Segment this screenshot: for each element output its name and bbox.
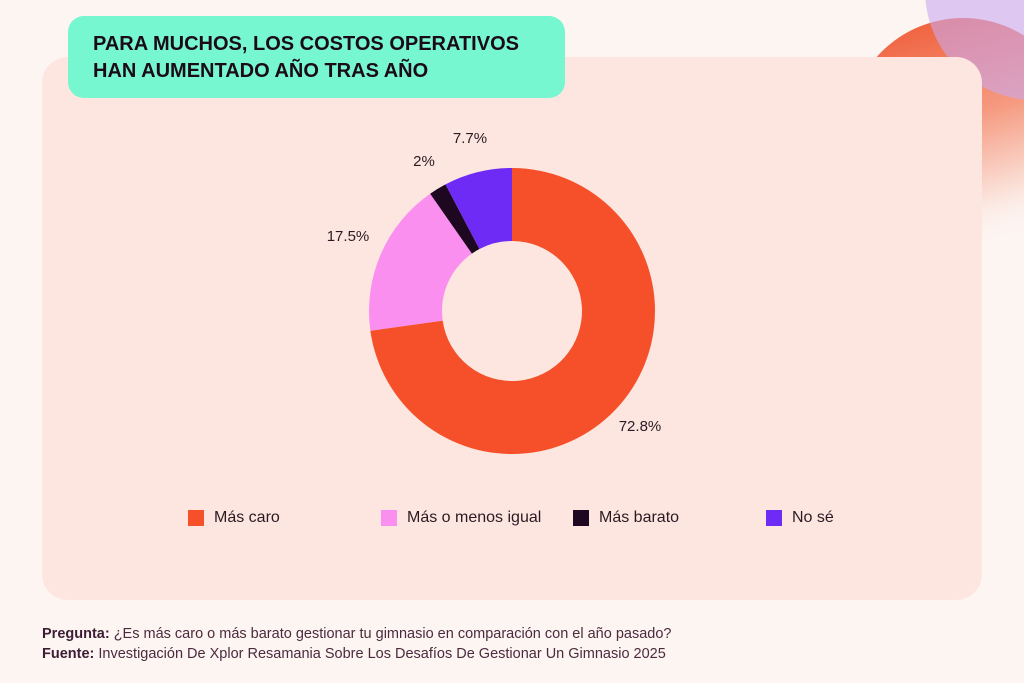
legend-item-mas-barato: Más barato [573, 509, 679, 527]
source-line: Fuente: Investigación De Xplor Resamania… [42, 644, 982, 664]
data-label-0: 72.8% [619, 418, 662, 435]
donut-slice-0 [370, 168, 655, 454]
chart-card [42, 57, 982, 600]
title-line-2: HAN AUMENTADO AÑO TRAS AÑO [93, 60, 429, 82]
legend-label: Más caro [214, 509, 280, 526]
legend-label: Más o menos igual [407, 509, 542, 526]
chart-title: PARA MUCHOS, LOS COSTOS OPERATIVOS HAN A… [68, 16, 565, 98]
legend: Más caro Más o menos igual Más barato No… [0, 509, 1024, 529]
legend-item-no-se: No sé [766, 509, 834, 527]
legend-item-mas-caro: Más caro [188, 509, 280, 527]
footer-notes: Pregunta: ¿Es más caro o más barato gest… [42, 624, 982, 664]
legend-swatch [573, 510, 589, 526]
question-label: Pregunta: [42, 626, 110, 642]
title-line-1: PARA MUCHOS, LOS COSTOS OPERATIVOS [93, 33, 519, 55]
legend-swatch [381, 510, 397, 526]
source-text: Investigación De Xplor Resamania Sobre L… [98, 646, 666, 662]
legend-label: No sé [792, 509, 834, 526]
question-text: ¿Es más caro o más barato gestionar tu g… [113, 626, 672, 642]
legend-label: Más barato [599, 509, 680, 526]
source-label: Fuente: [42, 646, 95, 662]
legend-swatch [188, 510, 204, 526]
decorative-circle-lavender [925, 0, 1024, 100]
legend-item-mas-o-menos-igual: Más o menos igual [381, 509, 541, 527]
data-label-1: 17.5% [327, 228, 370, 245]
legend-swatch [766, 510, 782, 526]
donut-slice-2 [430, 184, 480, 254]
data-label-3: 7.7% [453, 130, 487, 147]
data-label-2: 2% [413, 153, 435, 170]
question-line: Pregunta: ¿Es más caro o más barato gest… [42, 624, 982, 644]
donut-slice-1 [369, 193, 472, 331]
donut-slice-3 [445, 168, 512, 250]
